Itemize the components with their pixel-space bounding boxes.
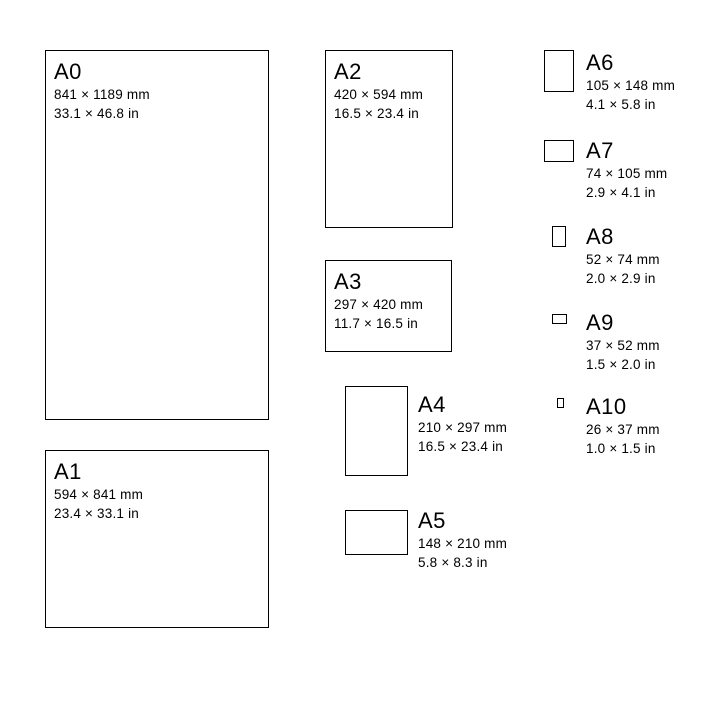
size-box-a1: A1 594 × 841 mm 23.4 × 33.1 in xyxy=(45,450,269,628)
size-mm: 420 × 594 mm xyxy=(334,86,423,104)
size-label-a0: A0 841 × 1189 mm 33.1 × 46.8 in xyxy=(54,57,150,123)
size-in: 2.9 × 4.1 in xyxy=(586,184,667,202)
size-mm: 841 × 1189 mm xyxy=(54,86,150,104)
size-box-a7 xyxy=(544,140,574,162)
size-in: 11.7 × 16.5 in xyxy=(334,315,423,333)
size-box-a4 xyxy=(345,386,408,476)
size-name: A9 xyxy=(586,310,660,335)
size-box-a2: A2 420 × 594 mm 16.5 × 23.4 in xyxy=(325,50,453,228)
size-box-a0: A0 841 × 1189 mm 33.1 × 46.8 in xyxy=(45,50,269,420)
size-name: A5 xyxy=(418,508,507,533)
size-mm: 52 × 74 mm xyxy=(586,251,660,269)
size-in: 2.0 × 2.9 in xyxy=(586,270,660,288)
size-box-a8 xyxy=(552,226,566,247)
size-in: 16.5 × 23.4 in xyxy=(418,438,507,456)
size-box-a3: A3 297 × 420 mm 11.7 × 16.5 in xyxy=(325,260,452,352)
size-name: A10 xyxy=(586,394,660,419)
size-label-a7: A7 74 × 105 mm 2.9 × 4.1 in xyxy=(586,138,667,202)
size-in: 5.8 × 8.3 in xyxy=(418,554,507,572)
size-box-a9 xyxy=(552,314,567,324)
size-name: A7 xyxy=(586,138,667,163)
size-mm: 37 × 52 mm xyxy=(586,337,660,355)
size-box-a5 xyxy=(345,510,408,555)
size-label-a8: A8 52 × 74 mm 2.0 × 2.9 in xyxy=(586,224,660,288)
size-in: 4.1 × 5.8 in xyxy=(586,96,675,114)
size-mm: 105 × 148 mm xyxy=(586,77,675,95)
size-mm: 74 × 105 mm xyxy=(586,165,667,183)
size-label-a3: A3 297 × 420 mm 11.7 × 16.5 in xyxy=(334,267,423,333)
size-name: A4 xyxy=(418,392,507,417)
size-mm: 210 × 297 mm xyxy=(418,419,507,437)
size-box-a10 xyxy=(557,398,564,408)
size-label-a10: A10 26 × 37 mm 1.0 × 1.5 in xyxy=(586,394,660,458)
size-label-a5: A5 148 × 210 mm 5.8 × 8.3 in xyxy=(418,508,507,572)
size-in: 16.5 × 23.4 in xyxy=(334,105,423,123)
size-label-a6: A6 105 × 148 mm 4.1 × 5.8 in xyxy=(586,50,675,114)
size-name: A1 xyxy=(54,459,143,484)
size-label-a4: A4 210 × 297 mm 16.5 × 23.4 in xyxy=(418,392,507,456)
size-name: A3 xyxy=(334,269,423,294)
size-name: A6 xyxy=(586,50,675,75)
size-box-a6 xyxy=(544,50,574,92)
size-in: 1.5 × 2.0 in xyxy=(586,356,660,374)
size-mm: 148 × 210 mm xyxy=(418,535,507,553)
size-label-a9: A9 37 × 52 mm 1.5 × 2.0 in xyxy=(586,310,660,374)
size-label-a2: A2 420 × 594 mm 16.5 × 23.4 in xyxy=(334,57,423,123)
size-name: A8 xyxy=(586,224,660,249)
size-in: 33.1 × 46.8 in xyxy=(54,105,150,123)
size-mm: 594 × 841 mm xyxy=(54,486,143,504)
size-name: A0 xyxy=(54,59,150,84)
paper-sizes-diagram: A0 841 × 1189 mm 33.1 × 46.8 in A1 594 ×… xyxy=(0,0,720,720)
size-in: 23.4 × 33.1 in xyxy=(54,505,143,523)
size-name: A2 xyxy=(334,59,423,84)
size-label-a1: A1 594 × 841 mm 23.4 × 33.1 in xyxy=(54,457,143,523)
size-mm: 297 × 420 mm xyxy=(334,296,423,314)
size-mm: 26 × 37 mm xyxy=(586,421,660,439)
size-in: 1.0 × 1.5 in xyxy=(586,440,660,458)
